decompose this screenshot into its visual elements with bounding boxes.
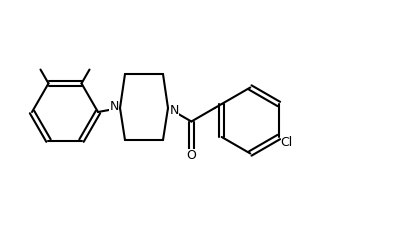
- Text: N: N: [169, 104, 179, 116]
- Text: N: N: [109, 101, 119, 113]
- Text: Cl: Cl: [281, 136, 293, 148]
- Text: O: O: [187, 149, 196, 162]
